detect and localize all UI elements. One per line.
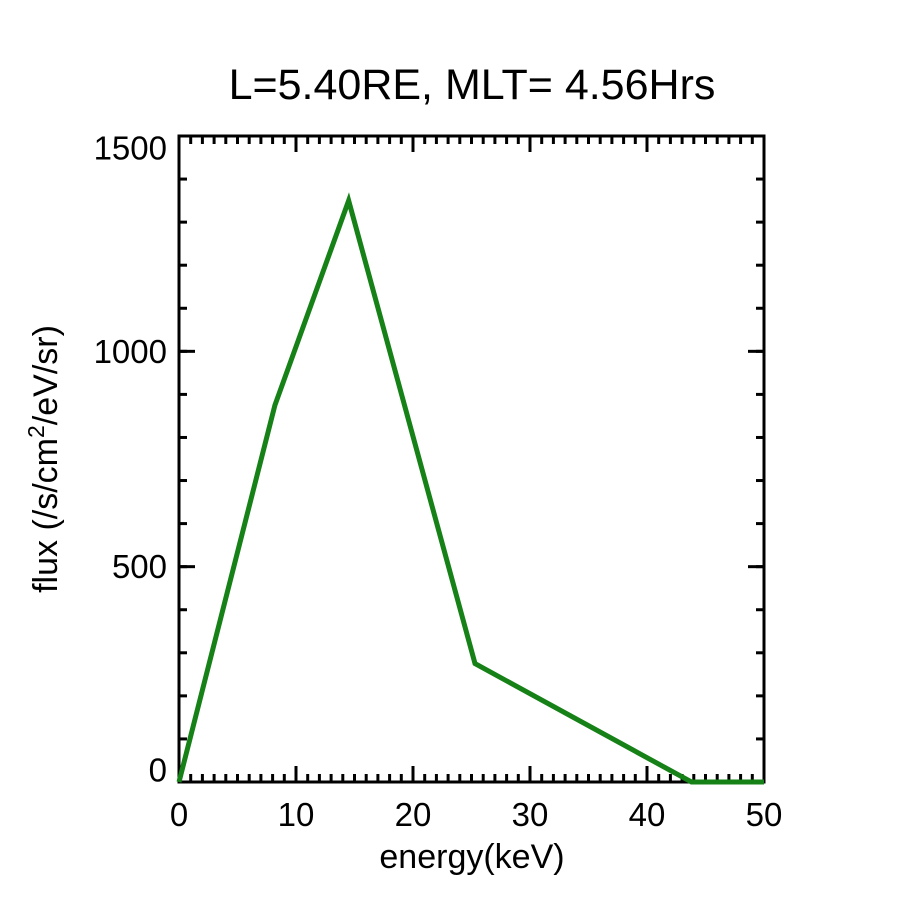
data-series [176,192,764,785]
x-axis-label: energy(keV) [379,838,564,876]
plot-frame [177,134,766,784]
axis-ticks [177,134,766,784]
y-tick-label: 1000 [94,333,167,370]
y-axis-label-pre: flux (/s/cm [27,438,65,593]
y-axis-label-post: /eV/sr) [27,325,65,425]
y-axis-label: flux (/s/cm2/eV/sr) [23,325,65,593]
x-tick-label: 20 [395,796,432,833]
x-tick-label: 40 [629,796,666,833]
x-tick-label: 0 [170,796,188,833]
y-axis-label-superscript: 2 [23,425,49,438]
y-tick-label: 1500 [94,130,167,167]
chart-title: L=5.40RE, MLT= 4.56Hrs [229,61,716,109]
flux-line [176,192,764,785]
y-tick-label: 0 [149,752,167,789]
x-tick-label: 30 [512,796,549,833]
y-tick-label: 500 [112,548,167,585]
plot-border [177,134,766,784]
x-tick-label: 10 [278,796,315,833]
x-tick-label: 50 [746,796,783,833]
